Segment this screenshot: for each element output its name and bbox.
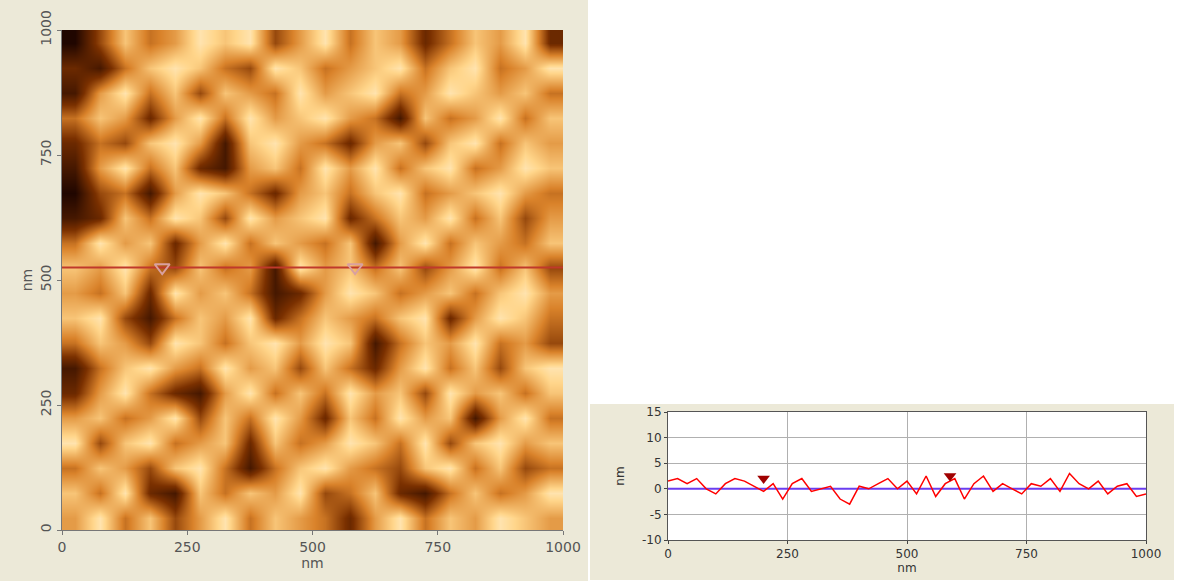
svg-text:500: 500 — [38, 265, 54, 292]
svg-text:nm: nm — [301, 555, 324, 571]
svg-text:-5: -5 — [650, 508, 662, 522]
svg-text:0: 0 — [38, 523, 54, 532]
svg-text:250: 250 — [38, 390, 54, 417]
svg-text:750: 750 — [1015, 547, 1038, 561]
svg-text:15: 15 — [646, 405, 661, 419]
svg-text:750: 750 — [38, 140, 54, 167]
svg-text:250: 250 — [776, 547, 799, 561]
svg-text:0: 0 — [654, 482, 662, 496]
svg-text:1000: 1000 — [545, 539, 581, 555]
svg-text:500: 500 — [299, 539, 326, 555]
svg-text:0: 0 — [664, 547, 672, 561]
svg-text:250: 250 — [174, 539, 201, 555]
svg-text:0: 0 — [58, 539, 67, 555]
svg-text:750: 750 — [424, 539, 451, 555]
svg-text:nm: nm — [19, 269, 35, 292]
svg-text:5: 5 — [654, 456, 662, 470]
svg-text:-10: -10 — [642, 533, 662, 547]
svg-text:10: 10 — [646, 431, 661, 445]
svg-text:nm: nm — [613, 466, 627, 485]
svg-text:1000: 1000 — [38, 10, 54, 46]
svg-text:500: 500 — [896, 547, 919, 561]
svg-text:1000: 1000 — [1131, 547, 1162, 561]
svg-text:nm: nm — [897, 561, 916, 575]
